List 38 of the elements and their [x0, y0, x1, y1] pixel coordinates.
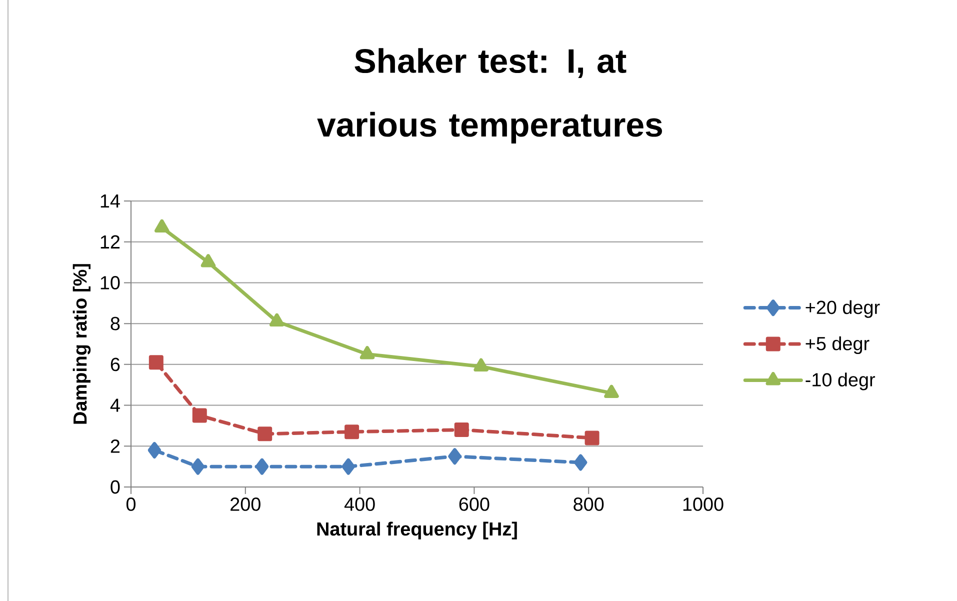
point — [154, 219, 170, 233]
y-tick-label: 6 — [110, 358, 120, 372]
legend-label: +5 degr — [806, 336, 870, 354]
point — [360, 346, 375, 360]
x-tick-label: 1000 — [683, 498, 724, 511]
point — [344, 424, 360, 440]
x-tick-label: 200 — [230, 498, 260, 511]
chart-title: Shaker test: I, at various temperatures — [317, 48, 662, 144]
y-tick-label: 4 — [110, 398, 120, 412]
y-tick-label: 8 — [110, 316, 120, 330]
y-axis-title: Damping ratio [%] — [72, 264, 91, 424]
point — [148, 442, 162, 458]
x-axis-title: Natural frequency [Hz] — [317, 522, 517, 540]
y-tick-label: 12 — [100, 235, 120, 248]
point — [192, 408, 207, 423]
point — [200, 254, 216, 268]
point — [148, 355, 164, 370]
point — [269, 313, 284, 327]
point — [474, 358, 488, 372]
point — [342, 458, 355, 475]
point — [448, 448, 462, 465]
y-tick-label: 0 — [110, 480, 120, 494]
point — [191, 458, 205, 475]
x-tick-label: 800 — [574, 498, 604, 511]
legend-label: -10 degr — [806, 372, 876, 390]
y-tick-label: 2 — [110, 440, 120, 453]
point — [584, 430, 600, 446]
point — [574, 454, 588, 471]
x-tick-label: 0 — [126, 498, 136, 511]
x-tick-label: 600 — [459, 498, 490, 511]
point — [604, 384, 619, 398]
y-tick-label: 14 — [100, 194, 120, 208]
y-tick-label: 10 — [100, 276, 120, 290]
point — [258, 426, 272, 442]
legend-label: +20 degr — [806, 300, 880, 318]
x-tick-label: 400 — [344, 498, 375, 511]
point — [255, 458, 269, 475]
point — [454, 422, 469, 438]
